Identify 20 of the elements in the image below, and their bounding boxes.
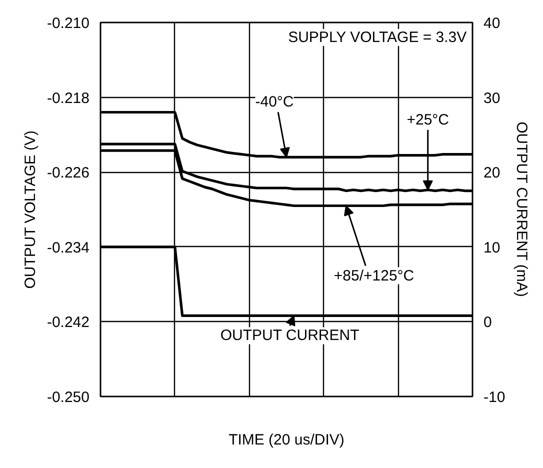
y2-tick-label: 10 <box>484 239 500 256</box>
annotation: OUTPUT CURRENT <box>220 327 360 344</box>
annotation: -40°C <box>255 94 294 111</box>
y2-tick-label: 40 <box>484 15 500 32</box>
annotation: +25°C <box>406 111 450 128</box>
y2-axis-title: OUTPUT CURRENT (mA) <box>513 122 530 297</box>
y-tick-label: -0.226 <box>46 164 90 182</box>
y2-tick-label: 20 <box>484 164 500 182</box>
y-tick-label: -0.218 <box>46 90 90 107</box>
y2-tick-label: -10 <box>484 389 506 406</box>
y-tick-label: -0.250 <box>46 389 90 406</box>
x-axis-title: TIME (20 us/DIV) <box>228 432 344 448</box>
y-tick-label: -0.242 <box>46 314 90 332</box>
y2-tick-label: 30 <box>484 90 500 107</box>
y2-tick-label: 0 <box>484 314 492 332</box>
annotation: SUPPLY VOLTAGE = 3.3V <box>288 28 467 46</box>
annotation: +85/+125°C <box>334 267 414 284</box>
y-tick-label: -0.234 <box>46 239 90 256</box>
y-tick-label: -0.210 <box>46 15 90 32</box>
y-axis-title: OUTPUT VOLTAGE (V) <box>22 130 39 289</box>
